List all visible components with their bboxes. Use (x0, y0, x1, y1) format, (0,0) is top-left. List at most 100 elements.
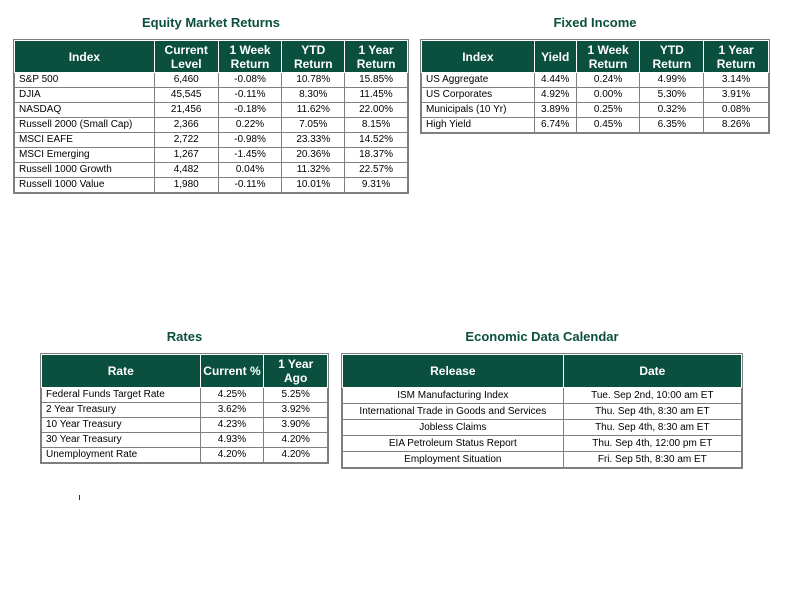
calendar-title: Economic Data Calendar (465, 329, 619, 344)
table-cell: 0.32% (639, 102, 705, 118)
col-header: 1 Week Return (575, 40, 641, 73)
col-header: Index (14, 40, 155, 73)
table-row: MSCI EAFE 2,722 -0.98% 23.33% 14.52% (14, 132, 408, 148)
table-row: MSCI Emerging 1,267 -1.45% 20.36% 18.37% (14, 147, 408, 163)
table-cell: 0.00% (575, 87, 641, 103)
table-cell: 3.62% (199, 402, 265, 418)
table-cell: 0.25% (575, 102, 641, 118)
table-row: ISM Manufacturing Index Tue. Sep 2nd, 10:… (342, 387, 743, 404)
table-cell: US Aggregate (421, 72, 535, 88)
table-cell: 2 Year Treasury (41, 402, 201, 418)
table-cell: Federal Funds Target Rate (41, 387, 201, 403)
table-cell: 10.01% (281, 177, 346, 193)
table-cell: ISM Manufacturing Index (342, 387, 564, 404)
rates-title: Rates (166, 329, 203, 344)
table-cell: 22.57% (344, 162, 408, 178)
table-cell: 4.25% (199, 387, 265, 403)
table-row: Unemployment Rate 4.20% 4.20% (41, 447, 328, 463)
table-cell: 1,267 (153, 147, 219, 163)
table-row: High Yield 6.74% 0.45% 6.35% 8.26% (421, 117, 769, 133)
table-row: US Corporates 4.92% 0.00% 5.30% 3.91% (421, 87, 769, 103)
table-row: Russell 1000 Value 1,980 -0.11% 10.01% 9.31% (14, 177, 408, 193)
col-header: Current Level (153, 40, 219, 73)
table-cell: Jobless Claims (342, 419, 564, 436)
table-cell: High Yield (421, 117, 535, 133)
col-header: Current % (199, 354, 265, 388)
table-cell: -1.45% (217, 147, 283, 163)
table-cell: 11.45% (344, 87, 408, 103)
table-cell: 4.23% (199, 417, 265, 433)
table-cell: Russell 1000 Value (14, 177, 155, 193)
col-header: 1 Week Return (217, 40, 283, 73)
table-cell: 6,460 (153, 72, 219, 88)
table-cell: 30 Year Treasury (41, 432, 201, 448)
table-row: 30 Year Treasury 4.93% 4.20% (41, 432, 328, 448)
col-header: YTD Return (281, 40, 346, 73)
table-cell: DJIA (14, 87, 155, 103)
table-cell: Russell 1000 Growth (14, 162, 155, 178)
calendar-table: Release Date ISM Manufacturing Index Tue.… (341, 353, 743, 469)
table-cell: 4.92% (533, 87, 577, 103)
table-cell: 3.14% (703, 72, 769, 88)
table-cell: 45,545 (153, 87, 219, 103)
table-cell: 4,482 (153, 162, 219, 178)
col-header: 1 Year Return (344, 40, 408, 73)
table-cell: 0.04% (217, 162, 283, 178)
table-cell: MSCI EAFE (14, 132, 155, 148)
table-cell: 14.52% (344, 132, 408, 148)
fixed-income-table: Index Yield 1 Week Return YTD Return 1 Y… (420, 39, 770, 134)
table-cell: 8.30% (281, 87, 346, 103)
table-cell: 2,366 (153, 117, 219, 133)
table-cell: 10 Year Treasury (41, 417, 201, 433)
table-cell: 3.89% (533, 102, 577, 118)
table-row: Russell 2000 (Small Cap) 2,366 0.22% 7.05% 8… (14, 117, 408, 133)
table-row: 10 Year Treasury 4.23% 3.90% (41, 417, 328, 433)
table-cell: Fri. Sep 5th, 8:30 am ET (562, 451, 743, 468)
table-cell: Thu. Sep 4th, 8:30 am ET (562, 419, 743, 436)
table-cell: US Corporates (421, 87, 535, 103)
table-row: Municipals (10 Yr) 3.89% 0.25% 0.32% 0.08% (421, 102, 769, 118)
table-cell: 5.30% (639, 87, 705, 103)
table-cell: NASDAQ (14, 102, 155, 118)
table-cell: 0.22% (217, 117, 283, 133)
table-row: 2 Year Treasury 3.62% 3.92% (41, 402, 328, 418)
table-cell: 4.20% (263, 432, 328, 448)
table-cell: -0.98% (217, 132, 283, 148)
table-cell: Unemployment Rate (41, 447, 201, 463)
table-cell: 0.08% (703, 102, 769, 118)
col-header: Rate (41, 354, 201, 388)
table-cell: 4.44% (533, 72, 577, 88)
table-cell: 11.32% (281, 162, 346, 178)
table-cell: 23.33% (281, 132, 346, 148)
table-cell: 4.99% (639, 72, 705, 88)
table-row: International Trade in Goods and Service… (342, 403, 743, 420)
table-cell: 3.92% (263, 402, 328, 418)
table-cell: 2,722 (153, 132, 219, 148)
table-cell: Employment Situation (342, 451, 564, 468)
table-cell: 8.15% (344, 117, 408, 133)
table-cell: 4.20% (263, 447, 328, 463)
table-cell: 11.62% (281, 102, 346, 118)
table-cell: 6.35% (639, 117, 705, 133)
table-cell: Russell 2000 (Small Cap) (14, 117, 155, 133)
table-cell: International Trade in Goods and Service… (342, 403, 564, 420)
col-header: Yield (533, 40, 577, 73)
stray-mark (79, 495, 80, 500)
table-cell: 10.78% (281, 72, 346, 88)
table-cell: 18.37% (344, 147, 408, 163)
equity-title: Equity Market Returns (142, 15, 280, 30)
table-cell: 4.93% (199, 432, 265, 448)
col-header: Date (562, 354, 743, 388)
table-row: NASDAQ 21,456 -0.18% 11.62% 22.00% (14, 102, 408, 118)
table-cell: Municipals (10 Yr) (421, 102, 535, 118)
table-cell: -0.08% (217, 72, 283, 88)
table-row: DJIA 45,545 -0.11% 8.30% 11.45% (14, 87, 408, 103)
table-cell: -0.11% (217, 87, 283, 103)
rates-table: Rate Current % 1 Year Ago Federal Funds … (40, 353, 329, 464)
equity-table: Index Current Level 1 Week Return YTD Re… (13, 39, 409, 194)
col-header: Index (421, 40, 535, 73)
table-row: Jobless Claims Thu. Sep 4th, 8:30 am ET (342, 419, 743, 436)
table-cell: 1,980 (153, 177, 219, 193)
table-cell: 0.45% (575, 117, 641, 133)
table-cell: 21,456 (153, 102, 219, 118)
